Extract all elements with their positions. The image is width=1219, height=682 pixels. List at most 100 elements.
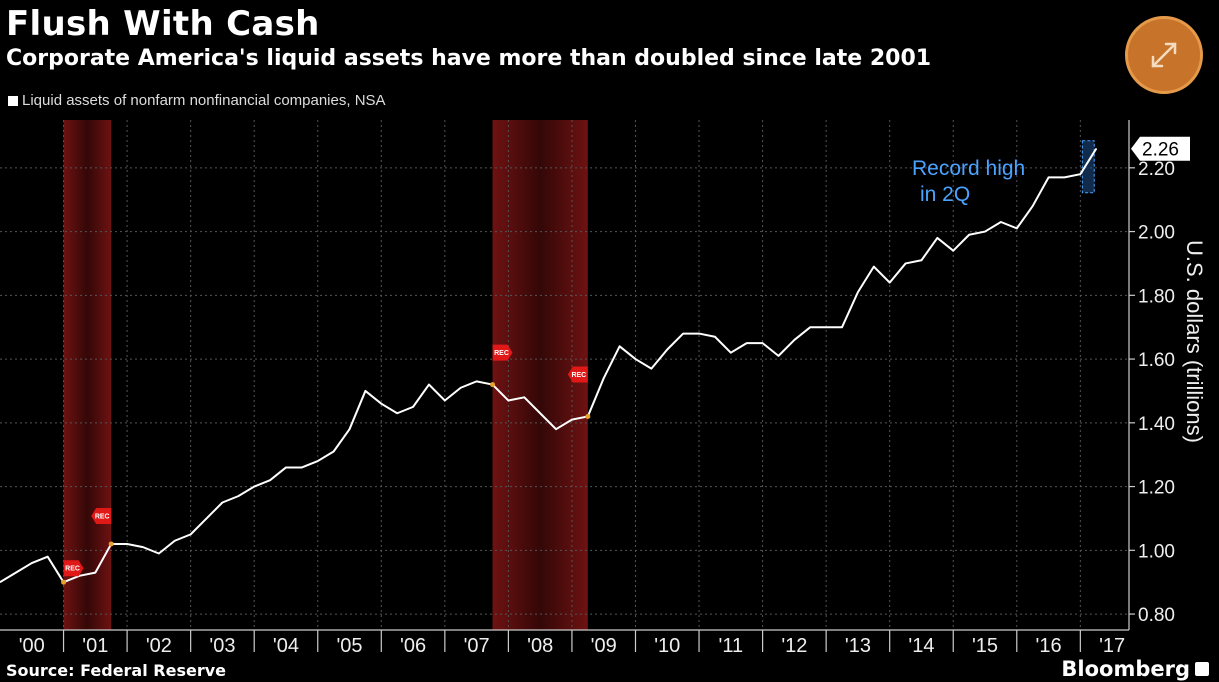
series-point-16 xyxy=(253,485,255,488)
series-point-20 xyxy=(317,460,319,462)
x-tick-label-10: '10 xyxy=(654,635,680,657)
brand-logo: Bloomberg xyxy=(1061,657,1209,681)
x-tick-label-9: '09 xyxy=(591,635,617,657)
series-point-56 xyxy=(889,281,891,284)
series-point-60 xyxy=(952,250,954,252)
expand-icon xyxy=(1151,42,1177,68)
series-point-25 xyxy=(396,412,398,414)
y-tick-label-0: 0.80 xyxy=(1138,605,1175,626)
x-tick-label-13: '13 xyxy=(845,635,871,657)
series-point-53 xyxy=(841,326,843,328)
x-tick-label-7: '07 xyxy=(464,635,490,657)
series-point-1 xyxy=(15,572,17,574)
series-point-22 xyxy=(348,428,351,430)
chart-subtitle: Corporate America's liquid assets have m… xyxy=(6,46,932,71)
y-axis-label: U.S. dollars (trillions) xyxy=(1182,240,1207,443)
series-point-42 xyxy=(666,348,668,351)
series-point-67 xyxy=(1063,176,1066,178)
series-point-21 xyxy=(333,450,335,453)
annotation-line-2: in 2Q xyxy=(920,183,971,206)
x-tick-label-17: '17 xyxy=(1099,635,1125,657)
recession-marker-label-1: REC xyxy=(65,566,80,573)
recession-band-1 xyxy=(63,120,112,630)
series-point-5 xyxy=(78,575,81,577)
series-point-12 xyxy=(190,533,192,535)
y-tick-label-6: 2.00 xyxy=(1138,223,1175,244)
brand-mark-icon xyxy=(1195,662,1209,676)
series-point-9 xyxy=(142,546,144,548)
series-point-6 xyxy=(94,572,96,574)
series-point-14 xyxy=(221,501,224,504)
series-point-13 xyxy=(205,517,208,520)
series-point-55 xyxy=(873,266,875,268)
series-point-49 xyxy=(777,355,780,357)
series-point-52 xyxy=(825,326,827,328)
y-tick-label-1: 1.00 xyxy=(1138,541,1175,562)
series-point-29 xyxy=(460,387,462,389)
series-point-69 xyxy=(1095,148,1097,150)
series-point-50 xyxy=(793,339,795,341)
x-tick-label-5: '05 xyxy=(336,635,362,657)
series-point-45 xyxy=(714,336,716,338)
brand-text: Bloomberg xyxy=(1061,657,1190,681)
series-point-66 xyxy=(1047,176,1050,178)
last-value-label: 2.26 xyxy=(1142,140,1179,161)
legend-swatch xyxy=(8,95,18,106)
series-point-23 xyxy=(364,390,367,392)
x-tick-label-4: '04 xyxy=(273,635,299,657)
expand-button[interactable] xyxy=(1125,16,1203,94)
series-point-35 xyxy=(555,428,557,430)
series-point-18 xyxy=(285,466,287,469)
x-tick-label-6: '06 xyxy=(400,635,426,657)
series-point-54 xyxy=(857,291,859,293)
series-point-39 xyxy=(619,345,621,347)
recession-point-marker-2 xyxy=(108,541,114,547)
annotation-line-1: Record high xyxy=(912,157,1026,180)
series-point-46 xyxy=(730,352,732,354)
recession-point-marker-3 xyxy=(490,382,496,388)
x-tick-label-15: '15 xyxy=(972,635,998,657)
series-point-17 xyxy=(269,479,271,481)
series-point-0 xyxy=(0,581,1,583)
recession-point-marker-4 xyxy=(585,413,591,419)
x-tick-label-1: '01 xyxy=(82,635,108,657)
series-point-32 xyxy=(507,399,509,402)
recession-point-marker-1 xyxy=(61,579,67,585)
y-tick-label-7: 2.20 xyxy=(1138,159,1175,180)
source-note: Source: Federal Reserve xyxy=(6,661,226,680)
series-point-26 xyxy=(412,406,414,408)
series-point-24 xyxy=(380,403,382,405)
series-point-19 xyxy=(301,466,303,469)
series-point-2 xyxy=(31,562,33,564)
record-high-annotation: Record high in 2Q xyxy=(912,156,1025,208)
series-point-64 xyxy=(1016,227,1018,229)
recession-marker-label-4: REC xyxy=(571,372,586,379)
series-point-30 xyxy=(476,380,478,382)
series-point-34 xyxy=(539,412,541,414)
series-point-59 xyxy=(936,237,938,239)
last-value-callout xyxy=(1131,136,1190,161)
x-tick-label-8: '08 xyxy=(527,635,553,657)
x-tick-label-16: '16 xyxy=(1036,635,1062,657)
x-tick-label-12: '12 xyxy=(781,635,807,657)
series-point-10 xyxy=(158,552,160,555)
series-point-33 xyxy=(523,396,525,398)
recession-marker-label-2: REC xyxy=(95,513,110,520)
y-tick-label-2: 1.20 xyxy=(1138,478,1175,499)
series-point-41 xyxy=(650,368,652,370)
x-tick-label-3: '03 xyxy=(209,635,235,657)
recession-marker-label-3: REC xyxy=(494,350,509,357)
series-point-61 xyxy=(968,234,970,236)
series-line xyxy=(0,148,1098,584)
recession-marker-1 xyxy=(63,560,84,577)
series-point-3 xyxy=(47,556,49,558)
recession-marker-2 xyxy=(91,507,112,524)
x-tick-label-2: '02 xyxy=(146,635,172,657)
series-point-65 xyxy=(1032,205,1034,207)
record-high-highlight xyxy=(1081,140,1095,194)
series-point-11 xyxy=(174,540,176,542)
series-point-63 xyxy=(1000,221,1002,223)
series-point-38 xyxy=(603,377,605,379)
legend-label: Liquid assets of nonfarm nonfinancial co… xyxy=(22,92,386,109)
